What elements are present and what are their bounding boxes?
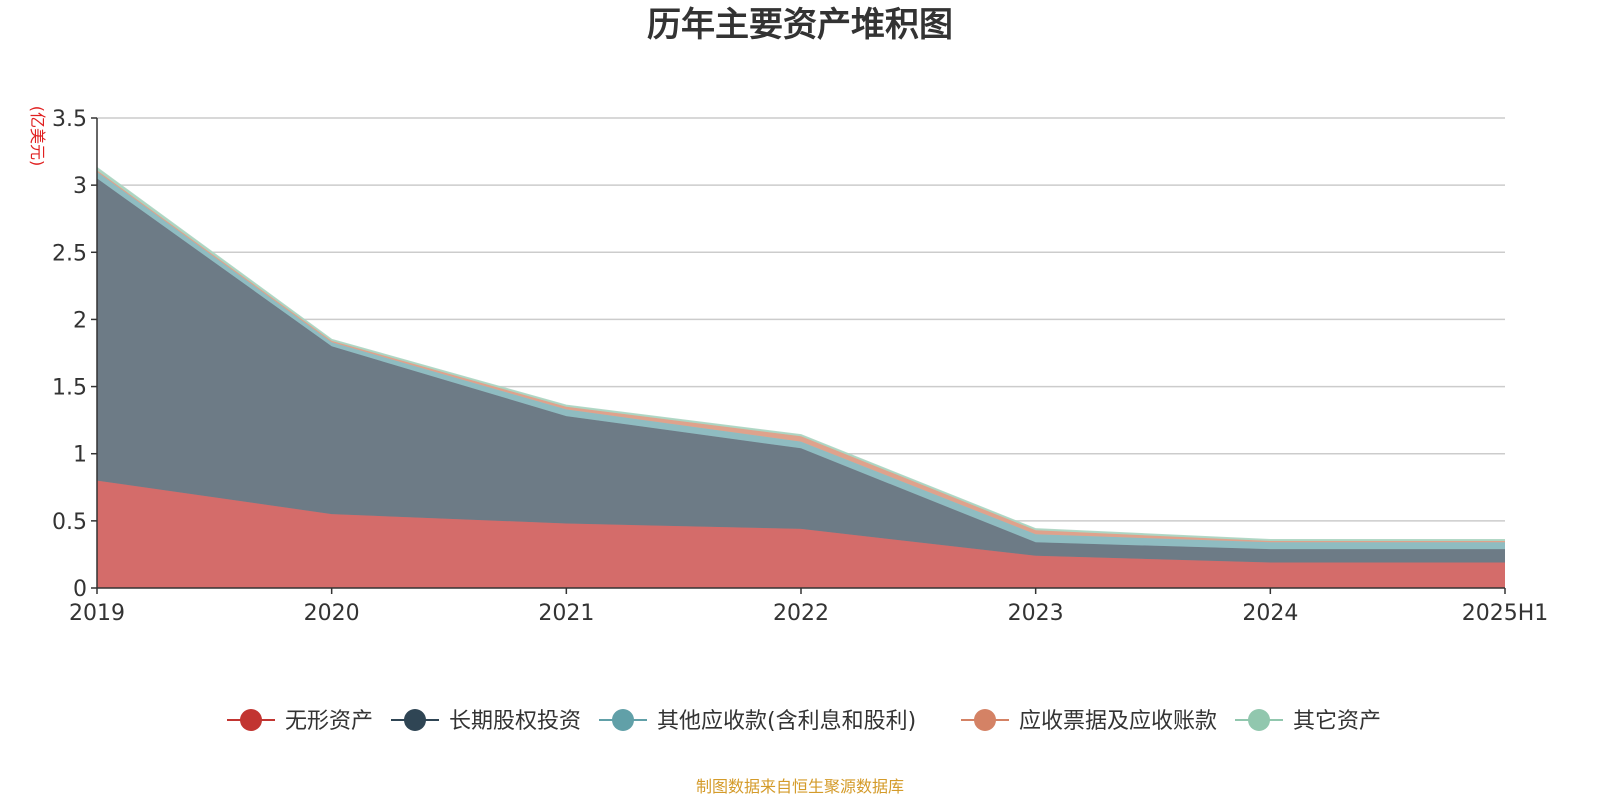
y-axis-unit-label: (亿美元)	[28, 106, 47, 167]
legend-label: 应收票据及应收账款	[1019, 709, 1217, 734]
x-tick-label: 2024	[1242, 601, 1298, 626]
legend: 无形资产 长期股权投资 其他应收款(含利息和股利) 应收票据及应收账款 其它资产	[227, 709, 1381, 734]
x-tick-label: 2019	[69, 601, 125, 626]
x-tick-label: 2020	[304, 601, 360, 626]
x-tick-label: 2021	[538, 601, 594, 626]
area-series	[96, 167, 1505, 588]
legend-marker	[1248, 709, 1270, 731]
legend-label: 长期股权投资	[449, 709, 581, 734]
y-tick-label: 0.5	[52, 510, 87, 535]
area-series-1	[97, 178, 1505, 563]
area-series-0	[97, 480, 1505, 588]
legend-item-4: 其它资产	[1235, 709, 1381, 734]
legend-label: 无形资产	[285, 709, 373, 734]
legend-marker	[240, 709, 262, 731]
y-tick-label: 2.5	[52, 241, 87, 266]
legend-item-1: 长期股权投资	[391, 709, 581, 734]
x-tick-label: 2022	[773, 601, 829, 626]
y-tick-label: 3.5	[52, 107, 87, 132]
legend-item-2: 其他应收款(含利息和股利)	[599, 709, 916, 734]
legend-marker	[404, 709, 426, 731]
y-tick-label: 1.5	[52, 376, 87, 401]
x-tick-label: 2025H1	[1462, 601, 1549, 626]
x-tick-label: 2023	[1008, 601, 1064, 626]
area-series-line-4	[96, 167, 1505, 541]
y-tick-label: 1	[73, 443, 87, 468]
data-source-note: 制图数据来自恒生聚源数据库	[696, 777, 904, 796]
legend-marker	[612, 709, 634, 731]
chart-title: 历年主要资产堆积图	[647, 5, 953, 45]
legend-label: 其他应收款(含利息和股利)	[657, 709, 916, 734]
y-tick-label: 0	[73, 577, 87, 602]
y-tick-label: 2	[73, 308, 87, 333]
y-tick-label: 3	[73, 174, 87, 199]
legend-marker	[974, 709, 996, 731]
legend-item-0: 无形资产	[227, 709, 373, 734]
legend-item-3: 应收票据及应收账款	[961, 709, 1217, 734]
legend-label: 其它资产	[1293, 709, 1381, 734]
axes: 0 0.5 1 1.5 2 2.5 3 3.5 2019 2020 2021 2022 2023 2024…	[52, 107, 1548, 626]
